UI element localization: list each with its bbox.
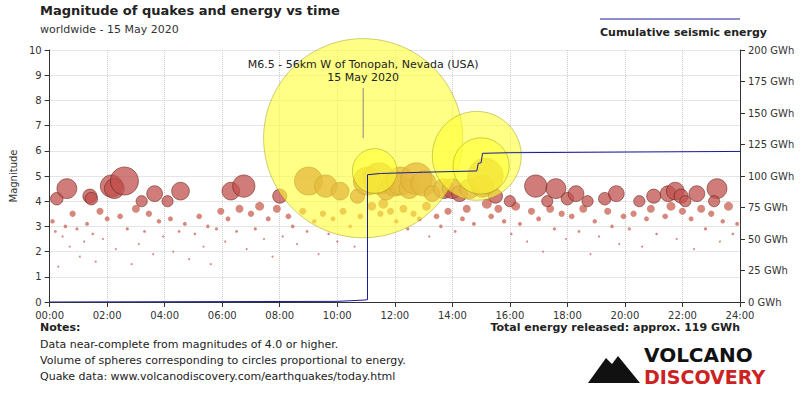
svg-text:200 GWh: 200 GWh: [748, 45, 794, 56]
svg-text:Quake data: www.volcanodiscove: Quake data: www.volcanodiscovery.com/ear…: [40, 370, 395, 383]
svg-text:DISCOVERY: DISCOVERY: [644, 366, 765, 388]
svg-text:06:00: 06:00: [208, 310, 237, 321]
svg-text:VOLCANO: VOLCANO: [644, 343, 753, 367]
svg-text:15 May 2020: 15 May 2020: [327, 71, 399, 84]
svg-text:8: 8: [35, 95, 41, 106]
svg-text:10:00: 10:00: [323, 310, 352, 321]
svg-text:02:00: 02:00: [93, 310, 122, 321]
svg-text:Total energy released: approx.: Total energy released: approx. 119 GWh: [490, 321, 740, 334]
svg-text:4: 4: [35, 196, 41, 207]
svg-text:Data near-complete from magnit: Data near-complete from magnitudes of 4.…: [40, 338, 338, 351]
svg-text:25 GWh: 25 GWh: [748, 265, 788, 276]
svg-text:3: 3: [35, 221, 41, 232]
svg-text:0 GWh: 0 GWh: [748, 297, 782, 308]
svg-text:Magnitude: Magnitude: [8, 150, 19, 203]
svg-text:9: 9: [35, 70, 41, 81]
svg-text:Magnitude of quakes and energy: Magnitude of quakes and energy vs time: [40, 3, 340, 18]
svg-text:04:00: 04:00: [150, 310, 179, 321]
svg-text:0: 0: [35, 297, 41, 308]
svg-text:6: 6: [35, 145, 41, 156]
svg-text:75 GWh: 75 GWh: [748, 202, 788, 213]
svg-text:50 GWh: 50 GWh: [748, 234, 788, 245]
svg-text:14:00: 14:00: [438, 310, 467, 321]
svg-text:1: 1: [35, 271, 41, 282]
svg-text:16:00: 16:00: [495, 310, 524, 321]
svg-text:10: 10: [29, 45, 42, 56]
svg-text:150 GWh: 150 GWh: [748, 108, 794, 119]
svg-text:Cumulative seismic energy: Cumulative seismic energy: [600, 26, 767, 39]
svg-text:00:00: 00:00: [35, 310, 64, 321]
svg-text:22:00: 22:00: [668, 310, 697, 321]
svg-text:2: 2: [35, 246, 41, 257]
svg-text:worldwide - 15 May 2020: worldwide - 15 May 2020: [40, 23, 179, 36]
svg-text:7: 7: [35, 120, 41, 131]
svg-text:100 GWh: 100 GWh: [748, 171, 794, 182]
svg-text:20:00: 20:00: [611, 310, 640, 321]
svg-text:08:00: 08:00: [265, 310, 294, 321]
svg-text:12:00: 12:00: [380, 310, 409, 321]
svg-text:Volume of spheres correspondin: Volume of spheres corresponding to circl…: [40, 354, 406, 367]
svg-text:Notes:: Notes:: [40, 321, 80, 334]
svg-text:5: 5: [35, 171, 41, 182]
svg-text:175 GWh: 175 GWh: [748, 76, 794, 87]
svg-text:24:00: 24:00: [726, 310, 755, 321]
svg-text:125 GWh: 125 GWh: [748, 139, 794, 150]
svg-text:M6.5 - 56km W of Tonopah, Neva: M6.5 - 56km W of Tonopah, Nevada (USA): [248, 58, 479, 71]
svg-text:18:00: 18:00: [553, 310, 582, 321]
